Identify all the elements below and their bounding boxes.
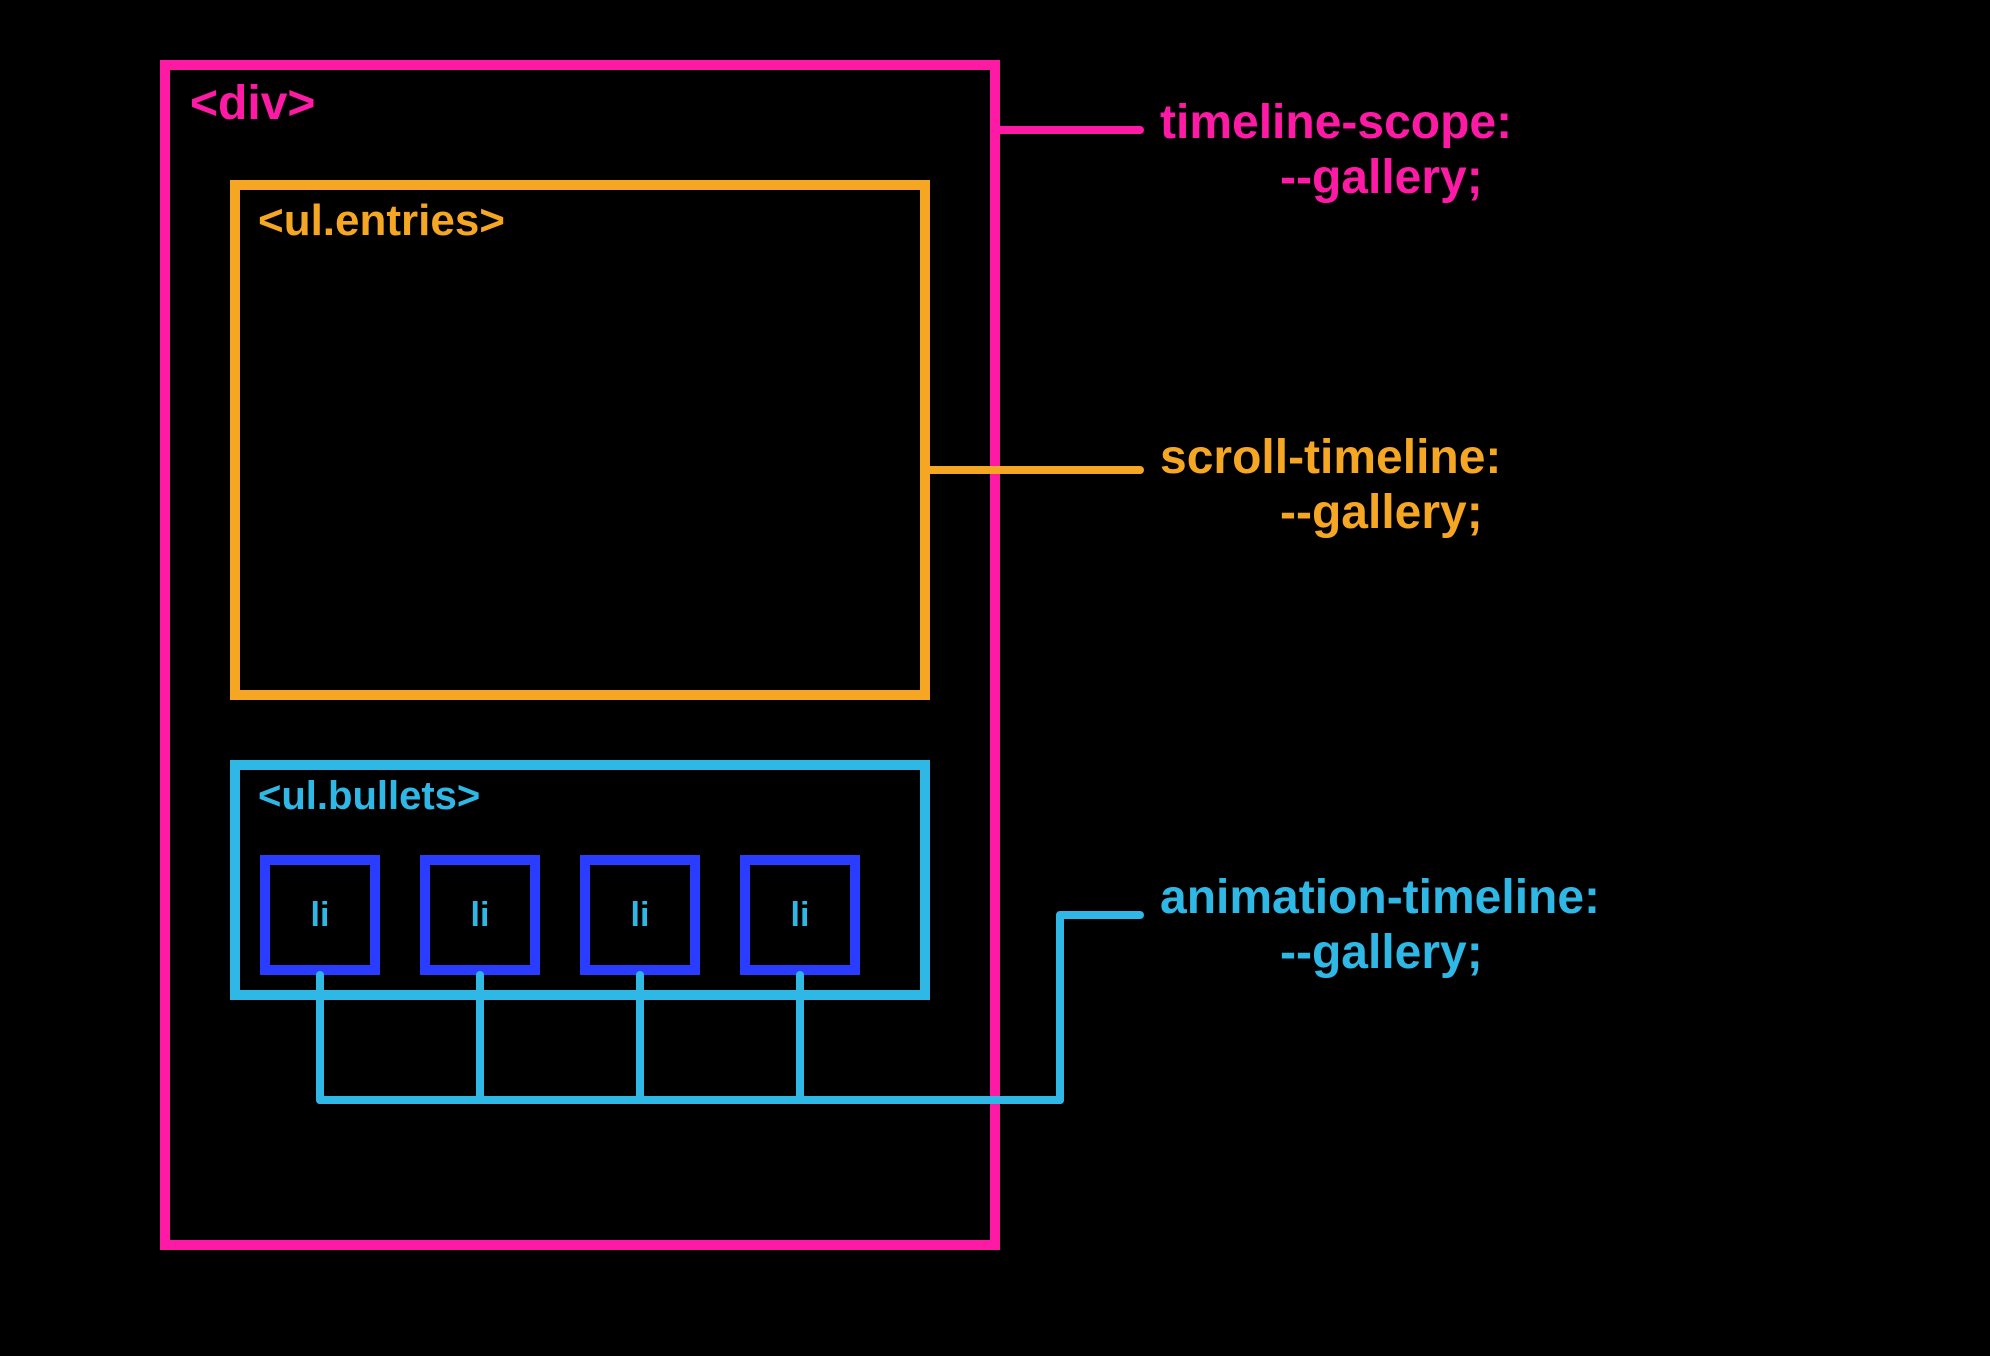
bullets-ul-label: <ul.bullets>: [258, 774, 480, 819]
annotation-line-1: scroll-timeline:: [1160, 430, 1501, 485]
bullet-li-label: li: [631, 896, 650, 935]
annotation-animation-timeline: animation-timeline: --gallery;: [1160, 870, 1600, 980]
bullet-li-label: li: [311, 896, 330, 935]
annotation-line-2: --gallery;: [1160, 925, 1600, 980]
annotation-line-2: --gallery;: [1160, 485, 1501, 540]
bullet-li-label: li: [791, 896, 810, 935]
annotation-line-1: timeline-scope:: [1160, 95, 1512, 150]
entries-ul-box: <ul.entries>: [230, 180, 930, 700]
bullet-li-item: li: [420, 855, 540, 975]
outer-div-label: <div>: [190, 76, 315, 131]
entries-ul-label: <ul.entries>: [258, 196, 505, 246]
annotation-scroll-timeline: scroll-timeline: --gallery;: [1160, 430, 1501, 540]
annotation-timeline-scope: timeline-scope: --gallery;: [1160, 95, 1512, 205]
bullet-li-item: li: [260, 855, 380, 975]
annotation-line-2: --gallery;: [1160, 150, 1512, 205]
bullet-li-item: li: [580, 855, 700, 975]
annotation-line-1: animation-timeline:: [1160, 870, 1600, 925]
bullet-li-label: li: [471, 896, 490, 935]
bullet-li-item: li: [740, 855, 860, 975]
